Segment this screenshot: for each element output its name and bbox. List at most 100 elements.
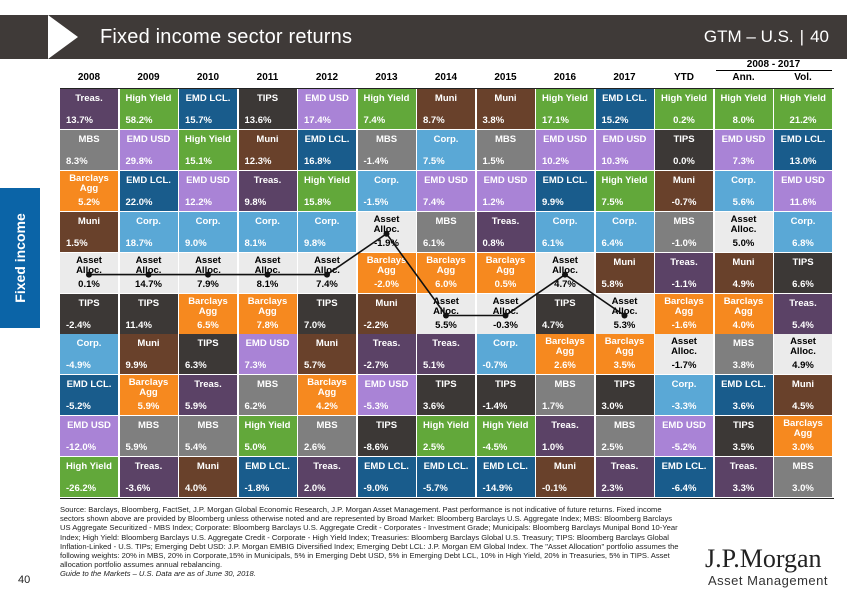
cell-name: EMD USD (543, 133, 587, 145)
cell-value: 9.8% (244, 196, 267, 208)
cell-value: 0.8% (482, 237, 505, 249)
cell-muni: Muni 4.9% (714, 252, 773, 293)
cell-name: MBS (613, 420, 636, 432)
cell-name: EMD LCL. (602, 93, 647, 104)
cell-emd-lcl: EMD LCL. 9.9% (536, 170, 594, 211)
cell-barclays-agg: Barclays Agg 4.2% (298, 375, 356, 416)
cell-name: Asset Alloc. (790, 336, 816, 358)
cell-emd-usd: EMD USD 10.2% (536, 129, 594, 170)
column-header: 2014 (434, 72, 458, 83)
cell-name: MBS (78, 133, 100, 145)
cell-value: 3.5% (732, 442, 755, 454)
cell-emd-usd: EMD USD 7.3% (714, 129, 773, 170)
cell-name: EMD USD (305, 93, 349, 104)
cell-name: TIPS (316, 297, 338, 309)
cell-name: Barclays Agg (485, 254, 526, 276)
cell-emd-lcl: EMD LCL. 3.6% (714, 375, 773, 416)
column-header: Ann. (732, 72, 755, 83)
cell-value: -0.3% (493, 319, 518, 331)
cell-name: Barclays Agg (128, 377, 169, 399)
cell-value: 5.9% (137, 401, 160, 413)
logo-subtitle: Asset Management (708, 573, 829, 588)
cell-name: EMD USD (364, 379, 409, 391)
cell-name: EMD LCL. (304, 133, 350, 145)
cell-value: 4.7% (554, 278, 576, 290)
cell-value: 4.5% (792, 401, 814, 413)
cell-value: 7.5% (423, 155, 445, 167)
cell-muni: Muni 5.8% (595, 252, 654, 293)
cell-name: Muni (553, 461, 577, 473)
cell-name: TIPS (78, 297, 100, 309)
cell-tips: TIPS 3.0% (595, 375, 654, 416)
cell-barclays-agg: Barclays Agg 0.5% (476, 252, 535, 293)
cell-name: Treas. (253, 174, 282, 186)
cell-name: Muni (256, 133, 279, 145)
cell-value: -1.7% (671, 360, 697, 372)
cell-emd-lcl: EMD LCL. -9.0% (357, 457, 416, 498)
cell-name: EMD LCL. (364, 461, 409, 473)
cell-value: 12.3% (244, 155, 272, 167)
header-section: GTM – U.S. | 40 (704, 27, 829, 47)
cell-value: 22.0% (125, 196, 153, 208)
cell-value: 7.3% (244, 360, 267, 372)
cell-high-yield: High Yield 8.0% (714, 89, 773, 129)
cell-muni: Muni -0.7% (655, 170, 713, 211)
cell-value: 5.0% (732, 237, 755, 249)
cell-muni: Muni 3.8% (476, 89, 535, 129)
cell-name: Asset Alloc. (552, 254, 578, 276)
cell-name: Barclays Agg (307, 377, 347, 399)
cell-value: 18.7% (125, 237, 153, 249)
cell-value: -3.6% (125, 483, 151, 495)
cell-corp: Corp. 9.8% (298, 211, 356, 252)
column-header: 2013 (375, 72, 398, 83)
cell-treas: Treas. 3.3% (714, 457, 773, 498)
cell-value: 17.1% (542, 115, 569, 126)
cell-muni: Muni -0.1% (536, 457, 594, 498)
cell-value: 3.0% (792, 442, 814, 454)
cell-value: 8.7% (423, 115, 445, 126)
cell-muni: Muni -2.2% (357, 293, 416, 334)
asset-allocation-point (443, 312, 449, 319)
cell-high-yield: High Yield 17.1% (536, 89, 594, 129)
cell-corp: Corp. -0.7% (476, 334, 535, 375)
cell-name: Muni (77, 215, 101, 227)
cell-tips: TIPS 3.6% (417, 375, 475, 416)
cell-emd-usd: EMD USD 29.8% (119, 129, 178, 170)
cell-value: -6.4% (671, 483, 697, 495)
cell-name: EMD LCL. (423, 461, 469, 473)
cell-name: Treas. (75, 93, 103, 104)
cell-value: -1.8% (244, 483, 270, 495)
cell-name: EMD LCL. (542, 174, 588, 186)
cell-value: 8.3% (66, 155, 88, 167)
cell-name: Asset Alloc. (730, 213, 757, 235)
cell-value: 3.0% (792, 483, 814, 495)
cell-value: 7.9% (197, 278, 219, 290)
cell-name: MBS (256, 379, 279, 391)
cell-mbs: MBS 8.3% (60, 129, 118, 170)
cell-muni: Muni 1.5% (60, 211, 118, 252)
cell-treas: Treas. 2.0% (298, 457, 356, 498)
cell-value: 5.3% (613, 319, 636, 331)
cell-name: MBS (494, 133, 517, 145)
cell-value: -5.2% (66, 401, 91, 413)
cell-corp: Corp. 18.7% (119, 211, 178, 252)
cell-treas: Treas. 2.3% (595, 457, 654, 498)
cell-value: -26.2% (66, 483, 97, 495)
cell-value: -4.9% (66, 360, 91, 372)
cell-value: 1.2% (482, 196, 505, 208)
cell-value: 6.5% (197, 319, 219, 331)
cell-muni: Muni 8.7% (417, 89, 475, 129)
cell-high-yield: High Yield 2.5% (417, 416, 475, 457)
cell-value: -9.0% (363, 483, 389, 495)
cell-tips: TIPS 3.5% (714, 416, 773, 457)
cell-value: 7.4% (316, 278, 338, 290)
cell-name: Muni (434, 93, 458, 104)
cell-value: 5.2% (78, 196, 100, 208)
cell-value: -1.6% (671, 319, 697, 331)
asset-allocation-point (205, 271, 211, 278)
cell-value: 10.3% (601, 155, 629, 167)
cell-name: TIPS (732, 420, 755, 432)
cell-treas: Treas. 0.8% (476, 211, 535, 252)
cell-value: -5.3% (363, 401, 389, 413)
